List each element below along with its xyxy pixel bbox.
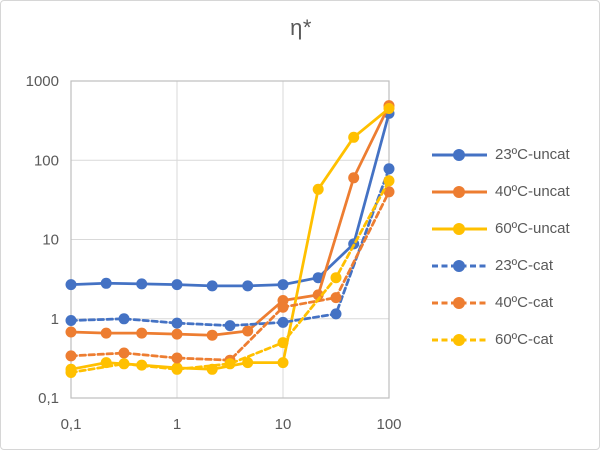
legend-marker-icon xyxy=(432,333,487,346)
legend-label: 23ºC-cat xyxy=(495,257,554,274)
data-point-60-c-uncat xyxy=(348,131,360,143)
y-tick-label: 1000 xyxy=(26,73,59,90)
legend-label: 40ºC-uncat xyxy=(495,183,570,200)
series-line-23-c-uncat xyxy=(69,112,391,288)
data-point-23-c-uncat xyxy=(100,277,112,289)
data-point-23-c-cat xyxy=(224,320,236,332)
data-point-23-c-uncat xyxy=(277,279,289,291)
data-point-40-c-cat xyxy=(118,347,130,359)
legend-item-60-c-uncat[interactable]: 60ºC-uncat xyxy=(431,210,596,247)
data-point-60-c-uncat xyxy=(242,357,254,369)
data-point-60-c-cat xyxy=(383,175,395,187)
data-point-23-c-cat xyxy=(277,316,289,328)
legend-label: 60ºC-uncat xyxy=(495,220,570,237)
data-point-60-c-cat xyxy=(171,363,183,375)
legend: 23ºC-uncat 40ºC-uncat 60ºC-uncat 23ºC-cat 40… xyxy=(431,136,596,358)
data-point-40-c-uncat xyxy=(136,327,148,339)
x-tick-label: 0,1 xyxy=(61,416,82,433)
legend-item-23-c-uncat[interactable]: 23ºC-uncat xyxy=(431,136,596,173)
series-line-23-c-cat xyxy=(69,167,391,327)
legend-marker-icon xyxy=(432,259,487,272)
legend-marker-icon xyxy=(432,185,487,198)
data-point-40-c-cat xyxy=(277,301,289,313)
data-point-60-c-uncat xyxy=(312,183,324,195)
legend-label: 23ºC-uncat xyxy=(495,146,570,163)
data-point-23-c-cat xyxy=(383,163,395,175)
data-point-60-c-cat xyxy=(330,272,342,284)
legend-marker-icon xyxy=(432,148,487,161)
data-point-23-c-cat xyxy=(118,313,130,325)
legend-item-23-c-cat[interactable]: 23ºC-cat xyxy=(431,247,596,284)
data-point-60-c-cat xyxy=(277,337,289,349)
data-point-23-c-cat xyxy=(330,308,342,320)
legend-label: 60ºC-cat xyxy=(495,331,554,348)
data-point-60-c-cat xyxy=(118,358,130,370)
data-point-60-c-uncat xyxy=(383,103,395,114)
data-point-40-c-cat xyxy=(171,352,183,364)
data-point-23-c-uncat xyxy=(312,272,324,284)
data-point-40-c-uncat xyxy=(242,325,254,337)
y-tick-label: 100 xyxy=(34,152,59,169)
data-point-23-c-uncat xyxy=(242,280,254,292)
legend-item-60-c-cat[interactable]: 60ºC-cat xyxy=(431,321,596,358)
legend-marker-icon xyxy=(432,296,487,309)
data-point-60-c-uncat xyxy=(277,357,289,369)
data-point-40-c-uncat xyxy=(206,329,218,341)
data-point-23-c-uncat xyxy=(65,279,77,291)
data-point-40-c-cat xyxy=(383,186,395,198)
data-point-23-c-uncat xyxy=(171,279,183,291)
x-tick-label: 1 xyxy=(173,416,181,433)
data-point-60-c-cat xyxy=(65,367,77,378)
legend-marker-icon xyxy=(432,222,487,235)
data-point-40-c-uncat xyxy=(65,326,77,338)
chart-title: η* xyxy=(290,15,312,40)
y-tick-label: 1 xyxy=(51,311,59,328)
x-tick-label: 100 xyxy=(376,416,401,433)
data-point-40-c-cat xyxy=(65,350,77,362)
plot-frame xyxy=(70,80,390,399)
series-line-40-c-uncat xyxy=(69,104,391,337)
x-tick-label: 10 xyxy=(275,416,292,433)
data-point-23-c-uncat xyxy=(136,278,148,290)
data-point-23-c-uncat xyxy=(206,280,218,292)
data-point-23-c-cat xyxy=(171,317,183,329)
data-point-23-c-cat xyxy=(65,315,77,326)
data-point-40-c-uncat xyxy=(348,172,360,184)
y-tick-label: 0,1 xyxy=(38,390,59,407)
y-tick-label: 10 xyxy=(42,232,59,249)
legend-label: 40ºC-cat xyxy=(495,294,554,311)
data-point-40-c-cat xyxy=(330,292,342,304)
data-point-40-c-uncat xyxy=(171,328,183,340)
data-point-60-c-cat xyxy=(224,358,236,370)
legend-item-40-c-uncat[interactable]: 40ºC-uncat xyxy=(431,173,596,210)
data-point-40-c-uncat xyxy=(100,327,112,339)
legend-item-40-c-cat[interactable]: 40ºC-cat xyxy=(431,284,596,321)
